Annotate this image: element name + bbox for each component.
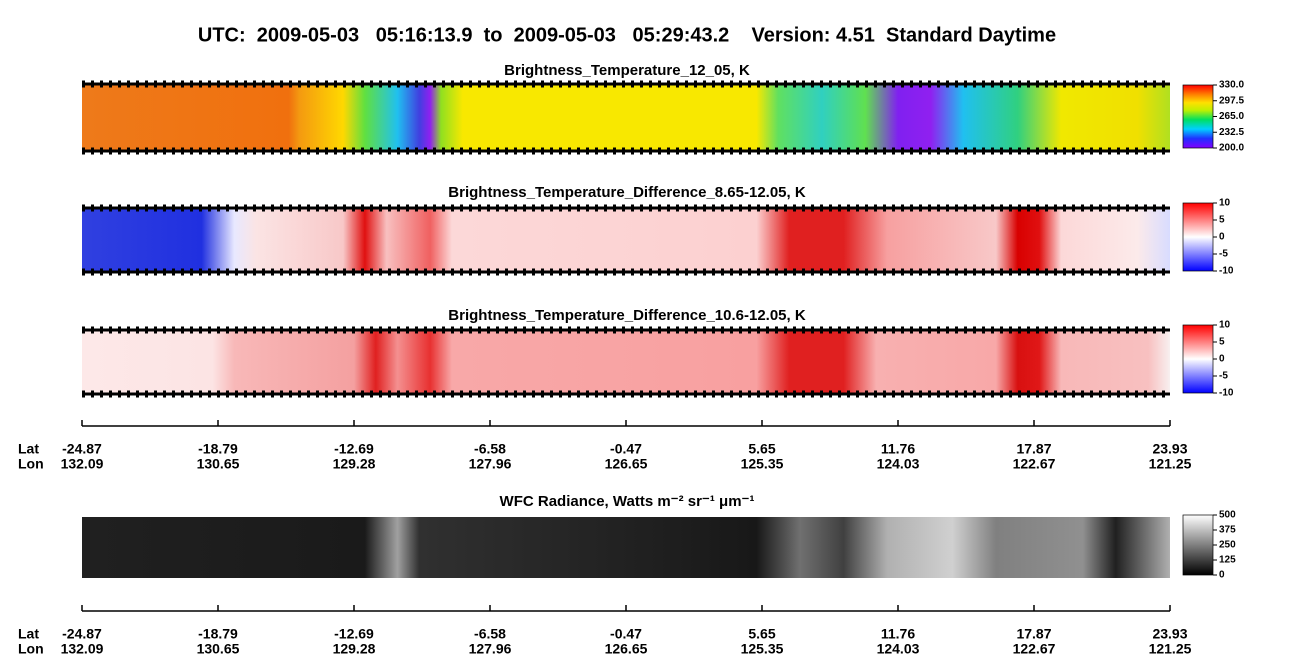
lat-tick-label: 23.93 <box>1152 441 1187 457</box>
lat-tick-label: -6.58 <box>474 441 506 457</box>
image-strip <box>82 517 1170 578</box>
colorbar-tick-label: 200.0 <box>1219 143 1244 154</box>
lat-tick-label: -0.47 <box>610 626 642 642</box>
lat-tick-label: 23.93 <box>1152 626 1187 642</box>
lon-tick-label: 124.03 <box>877 641 920 657</box>
colorbar-tick-label: 375 <box>1219 525 1236 536</box>
lon-tick-label: 126.65 <box>605 641 648 657</box>
lat-tick-label: -0.47 <box>610 441 642 457</box>
lon-tick-label: 124.03 <box>877 456 920 472</box>
lat-tick-label: -18.79 <box>198 626 238 642</box>
lat-tick-label: -6.58 <box>474 626 506 642</box>
lat-tick-label: -12.69 <box>334 441 374 457</box>
colorbar-tick-label: -10 <box>1219 388 1234 399</box>
colorbar-tick-label: 232.5 <box>1219 127 1244 138</box>
lat-tick-label: 17.87 <box>1016 626 1051 642</box>
lon-tick-label: 130.65 <box>197 641 240 657</box>
lon-tick-label: 129.28 <box>333 641 376 657</box>
lat-tick-label: 11.76 <box>881 441 915 457</box>
lon-tick-label: 129.28 <box>333 456 376 472</box>
lon-tick-label: 127.96 <box>469 641 512 657</box>
lon-tick-label: 127.96 <box>469 456 512 472</box>
colorbar-tick-label: 10 <box>1219 198 1231 209</box>
colorbar-tick-label: -10 <box>1219 266 1234 277</box>
colorbar-tick-label: 500 <box>1219 510 1236 521</box>
colorbar-tick-label: 125 <box>1219 555 1236 566</box>
lon-tick-label: 125.35 <box>741 641 784 657</box>
colorbar-tick-label: 0 <box>1219 232 1225 243</box>
colorbar-tick-label: -5 <box>1219 371 1228 382</box>
lon-tick-label: 122.67 <box>1013 456 1056 472</box>
image-strip <box>82 330 1170 394</box>
colorbar-tick-label: 0 <box>1219 570 1225 581</box>
colorbar-tick-label: 250 <box>1219 540 1236 551</box>
lat-tick-label: -24.87 <box>62 441 102 457</box>
colorbar <box>1182 84 1214 149</box>
lat-tick-label: 5.65 <box>748 441 775 457</box>
colorbar-tick-label: 330.0 <box>1219 80 1244 91</box>
lon-label: Lon <box>18 456 44 472</box>
colorbar <box>1182 202 1214 272</box>
colorbar-tick-label: 5 <box>1219 337 1225 348</box>
page-title: UTC: 2009-05-03 05:16:13.9 to 2009-05-03… <box>198 24 1056 46</box>
colorbar-tick-label: 0 <box>1219 354 1225 365</box>
lat-label: Lat <box>18 441 39 457</box>
lon-tick-label: 121.25 <box>1149 456 1192 472</box>
lat-tick-label: -24.87 <box>62 626 102 642</box>
lon-tick-label: 132.09 <box>61 641 104 657</box>
lat-tick-label: -18.79 <box>198 441 238 457</box>
colorbar-tick-label: 265.0 <box>1219 111 1244 122</box>
lon-tick-label: 126.65 <box>605 456 648 472</box>
panel-title: Brightness_Temperature_Difference_8.65-1… <box>448 184 806 201</box>
lon-tick-label: 130.65 <box>197 456 240 472</box>
lat-label: Lat <box>18 626 39 642</box>
panel-title: Brightness_Temperature_12_05, K <box>504 62 750 79</box>
lat-tick-label: 17.87 <box>1016 441 1051 457</box>
colorbar-tick-label: 297.5 <box>1219 95 1244 106</box>
lon-tick-label: 125.35 <box>741 456 784 472</box>
lat-tick-label: -12.69 <box>334 626 374 642</box>
colorbar-tick-label: 5 <box>1219 215 1225 226</box>
lon-tick-label: 121.25 <box>1149 641 1192 657</box>
lon-label: Lon <box>18 641 44 657</box>
lat-tick-label: 11.76 <box>881 626 915 642</box>
colorbar <box>1182 324 1214 394</box>
colorbar-tick-label: -5 <box>1219 249 1228 260</box>
image-strip <box>82 84 1170 151</box>
lon-tick-label: 122.67 <box>1013 641 1056 657</box>
lat-tick-label: 5.65 <box>748 626 775 642</box>
lon-tick-label: 132.09 <box>61 456 104 472</box>
colorbar <box>1182 514 1214 576</box>
panel-title: Brightness_Temperature_Difference_10.6-1… <box>448 307 806 324</box>
image-strip <box>82 208 1170 272</box>
panel-title: WFC Radiance, Watts m⁻² sr⁻¹ μm⁻¹ <box>500 493 755 510</box>
colorbar-tick-label: 10 <box>1219 320 1231 331</box>
